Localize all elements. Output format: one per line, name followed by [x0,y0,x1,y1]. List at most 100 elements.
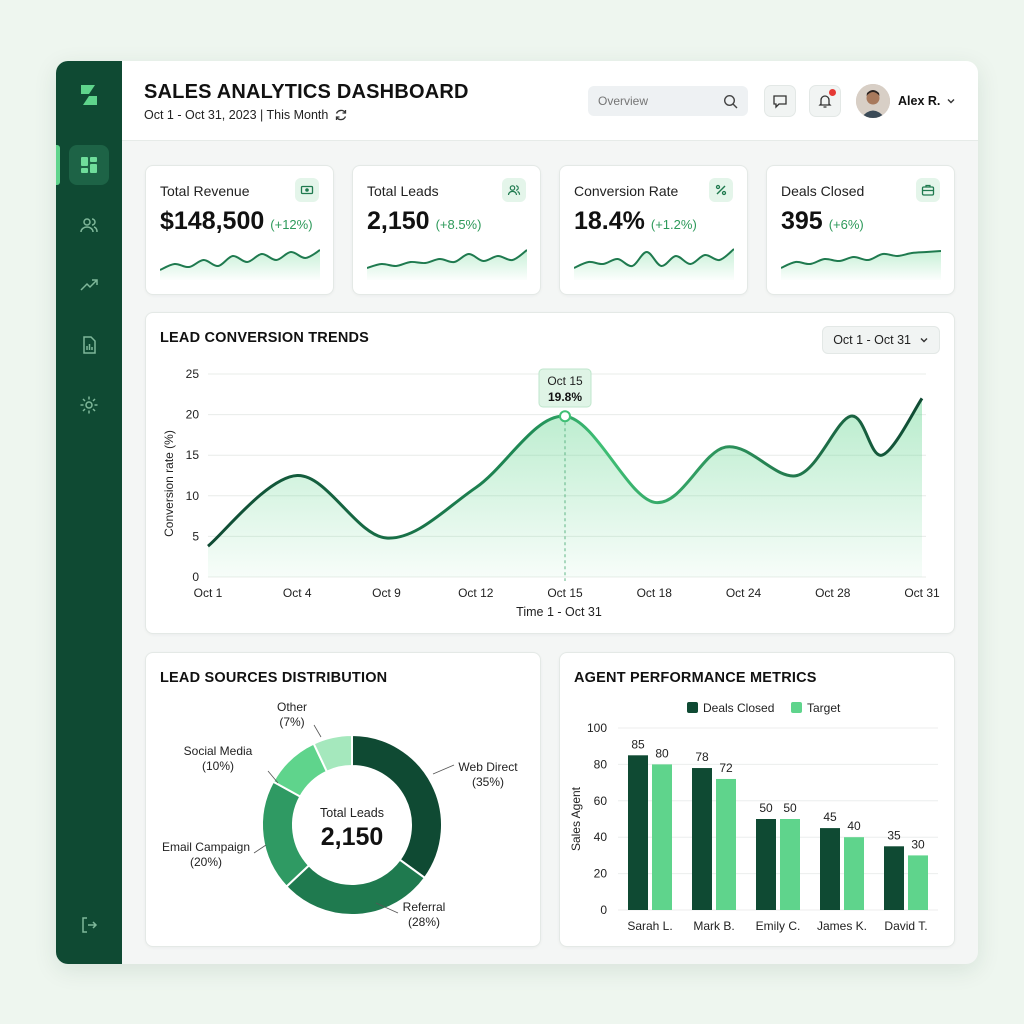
bar [884,846,904,910]
logo-icon [81,85,97,105]
slice-label: Referral (28%) [403,900,446,929]
label-leader [375,902,399,914]
kpi-value-group: 18.4% (+1.2%) [574,207,697,236]
sparkline-line [160,249,320,271]
kpi-card-deals-closed[interactable]: Deals Closed 395 (+6%) [766,165,955,295]
kpi-sparkline [160,249,320,280]
x-tick-label: Oct 15 [547,586,583,600]
sidebar-item-dashboard[interactable] [69,145,109,185]
y-tick-label: 60 [594,794,608,808]
bar-value-label: 80 [655,746,669,760]
avatar[interactable] [856,84,890,118]
bar [628,755,648,910]
sidebar [56,61,122,964]
kpi-sparkline [574,248,734,280]
bar [756,819,776,910]
kpi-value-group: 395 (+6%) [781,207,864,236]
bar [716,778,736,910]
x-tick-label: Oct 28 [815,586,851,600]
kpi-label: Total Revenue [160,183,250,199]
tooltip-date: Oct 15 [547,374,583,388]
refresh-icon[interactable] [334,108,348,122]
kpi-change: (+12%) [270,217,313,232]
notification-badge [829,89,836,96]
bar [844,837,864,910]
donut-chart: Web Direct (35%) Referral (28%) Email Campai… [162,700,518,929]
legend-swatch [791,702,802,713]
gear-icon [80,396,98,414]
slice-label: Other (7%) [277,700,307,729]
legend-label: Deals Closed [703,701,774,715]
x-tick-label: David T. [884,919,927,933]
x-tick-label: Oct 31 [904,586,940,600]
sparkline-area [160,250,320,280]
y-axis-label: Conversion rate (%) [162,430,176,537]
kpi-card-total-leads[interactable]: Total Leads 2,150 (+8.5%) [352,165,541,295]
report-icon [83,336,96,354]
percent-icon [709,178,733,202]
legend-swatch [687,702,698,713]
sidebar-item-settings[interactable] [69,385,109,425]
x-tick-label: Oct 18 [637,586,673,600]
x-tick-label: Emily C. [756,919,801,933]
user-menu[interactable]: Alex R. [898,94,956,108]
tooltip-box [538,368,592,408]
x-tick-label: Oct 4 [283,586,312,600]
bar-value-label: 45 [823,810,837,824]
sidebar-active-indicator [56,145,60,185]
date-range-value: Oct 1 - Oct 31 [833,333,911,347]
bar-value-label: 30 [911,837,925,851]
kpi-card-total-revenue[interactable]: Total Revenue $148,500 (+12%) [145,165,334,295]
x-tick-label: Oct 1 [194,586,223,600]
sparkline-line [367,249,527,269]
lead-sources-card: LEAD SOURCES DISTRIBUTION Web Direct (35%… [145,652,541,947]
kpi-change: (+1.2%) [650,217,697,232]
bar-value-label: 78 [695,750,709,764]
date-range-text: Oct 1 - Oct 31, 2023 | This Month [144,108,329,122]
chevron-down-icon [947,99,955,104]
agent-perf-title: AGENT PERFORMANCE METRICS [574,670,817,686]
bar-chart: 0 20 40 60 80 100 Sales Agent Deals Closed Targe… [569,701,938,933]
y-tick-label: 0 [600,903,607,917]
line-area [208,398,922,577]
date-range-dropdown[interactable]: Oct 1 - Oct 31 [822,326,940,354]
search-icon[interactable] [723,94,738,109]
donut-center-label: Total Leads [320,806,384,820]
legend-label: Target [807,701,841,715]
bar-value-label: 50 [783,801,797,815]
lead-conversion-card: LEAD CONVERSION TRENDS Oct 1 - Oct 31 0 5… [145,312,955,634]
date-range-subtitle: Oct 1 - Oct 31, 2023 | This Month [144,108,348,122]
x-tick-label: Mark B. [693,919,734,933]
trend-icon [80,279,98,291]
kpi-change: (+6%) [828,217,864,232]
notifications-button[interactable] [809,85,841,117]
y-tick-label: 20 [186,408,200,422]
bar-value-label: 40 [847,819,861,833]
sidebar-item-reports[interactable] [69,325,109,365]
lead-trends-title: LEAD CONVERSION TRENDS [160,330,370,346]
sparkline-line [574,248,734,269]
slice-label: Web Direct (35%) [458,760,518,789]
bar [780,819,800,910]
logout-button[interactable] [69,905,109,945]
donut-center-value: 2,150 [321,823,384,851]
slice-label: Email Campaign (20%) [162,840,250,869]
search-input[interactable] [598,94,708,108]
y-axis-label: Sales Agent [569,786,583,851]
money-icon [295,178,319,202]
search-box[interactable] [588,86,748,116]
kpi-change: (+8.5%) [435,217,482,232]
messages-button[interactable] [764,85,796,117]
bar-value-label: 85 [631,737,645,751]
sidebar-item-trends[interactable] [69,265,109,305]
x-tick-label: Oct 12 [458,586,494,600]
y-tick-label: 40 [594,830,608,844]
donut-slice [312,733,353,773]
kpi-card-conversion-rate[interactable]: Conversion Rate 18.4% (+1.2%) [559,165,748,295]
kpi-sparkline [781,250,941,280]
kpi-label: Conversion Rate [574,183,679,199]
bar [820,828,840,910]
sidebar-item-users[interactable] [69,205,109,245]
tooltip-value: 19.8% [548,390,582,404]
sparkline-area [781,251,941,280]
